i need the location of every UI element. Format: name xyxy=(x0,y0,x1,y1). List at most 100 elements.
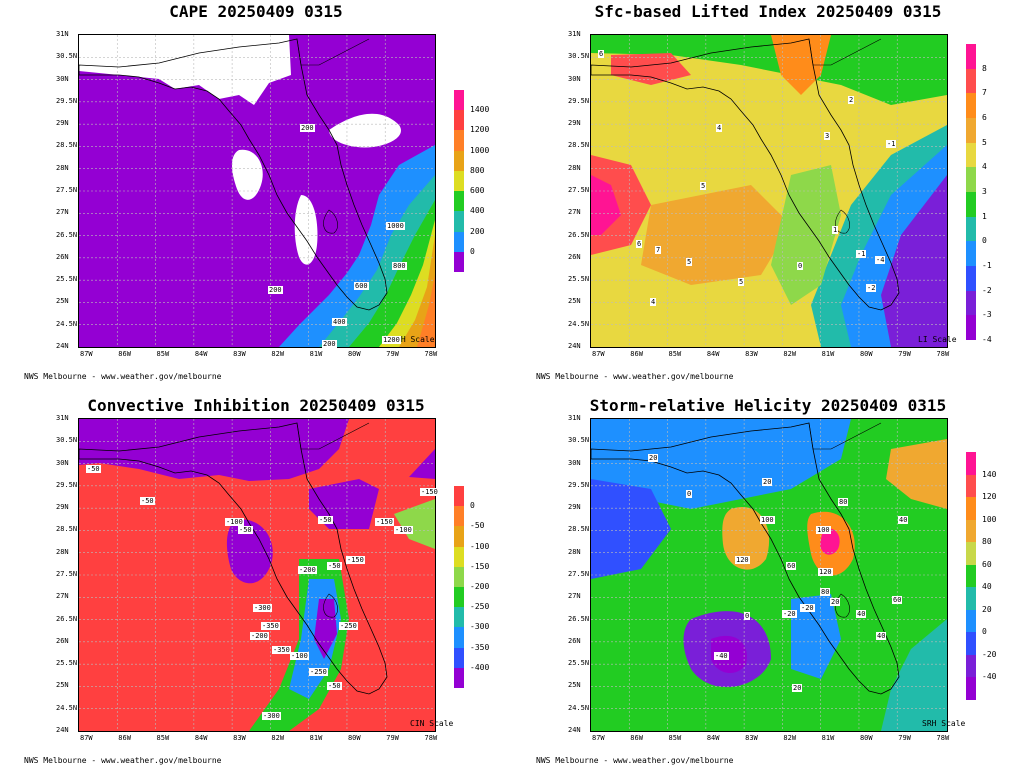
contour-label: 1 xyxy=(832,226,839,234)
longitude-tick-label: 84W xyxy=(194,350,208,358)
contour-label: 40 xyxy=(876,632,887,640)
contour-label: 120 xyxy=(818,568,833,576)
colorbar-label: 0 xyxy=(982,627,987,637)
latitude-tick-label: 27.5N xyxy=(568,186,590,194)
longitude-tick-label: 80W xyxy=(347,734,361,742)
colorbar-swatch xyxy=(454,150,464,171)
colorbar-swatch xyxy=(454,90,464,111)
latitude-tick-label: 29N xyxy=(568,503,581,512)
srh-colorbar xyxy=(966,452,976,700)
colorbar-swatch xyxy=(966,93,976,118)
latitude-tick-label: 29.5N xyxy=(56,480,78,489)
longitude-tick-label: 84W xyxy=(706,350,720,358)
colorbar-swatch xyxy=(966,290,976,316)
colorbar-swatch xyxy=(454,627,464,648)
credit-text: NWS Melbourne - www.weather.gov/melbourn… xyxy=(536,372,734,381)
longitude-tick-label: 80W xyxy=(859,734,873,742)
longitude-tick-label: 87W xyxy=(80,350,93,358)
colorbar-label: 120 xyxy=(982,492,997,502)
contour-label: -50 xyxy=(318,516,333,524)
contour-label: 4 xyxy=(650,298,657,306)
contour-label: 7 xyxy=(655,246,662,254)
latitude-tick-label: 28N xyxy=(568,547,581,556)
colorbar-label: 20 xyxy=(982,604,992,614)
colorbar-label: -400 xyxy=(470,662,490,672)
longitude-tick-label: 82W xyxy=(271,350,285,358)
cin-colorbar xyxy=(454,486,464,688)
contour-label: -150 xyxy=(346,556,365,564)
contour-label: -1 xyxy=(886,140,897,148)
colorbar-swatch xyxy=(454,191,464,212)
longitude-tick-label: 87W xyxy=(592,350,605,358)
colorbar-label: -100 xyxy=(470,541,490,551)
colorbar-swatch xyxy=(966,142,976,168)
colorbar-swatch xyxy=(454,170,464,192)
latitude-tick-label: 24.5N xyxy=(56,703,78,712)
latitude-tick-label: 31N xyxy=(56,414,69,422)
contour-label: 5 xyxy=(700,182,707,190)
contour-label: 20 xyxy=(792,684,803,692)
colorbar-swatch xyxy=(966,68,976,94)
colorbar-label: 6 xyxy=(982,113,987,122)
li-map xyxy=(590,34,948,348)
contour-label: 20 xyxy=(830,598,841,606)
longitude-tick-label: 80W xyxy=(347,350,361,358)
latitude-tick-label: 29N xyxy=(56,119,69,128)
colorbar-swatch xyxy=(454,110,464,131)
colorbar-label: -4 xyxy=(982,335,992,344)
latitude-tick-label: 25.5N xyxy=(568,659,590,668)
colorbar-label: 80 xyxy=(982,537,992,547)
colorbar-swatch xyxy=(454,211,464,232)
latitude-tick-label: 29.5N xyxy=(568,480,590,489)
panel-title: CAPE 20250409 0315 xyxy=(169,2,343,21)
latitude-tick-label: 25N xyxy=(56,297,69,306)
contour-label: 60 xyxy=(892,596,903,604)
map-canvas xyxy=(79,419,435,731)
contour-label: 80 xyxy=(820,588,831,596)
longitude-tick-label: 86W xyxy=(118,734,131,742)
colorbar-swatch xyxy=(966,519,976,543)
colorbar-swatch xyxy=(454,647,464,668)
latitude-tick-label: 27.5N xyxy=(568,570,590,578)
contour-label: -250 xyxy=(339,622,358,630)
latitude-tick-label: 24N xyxy=(568,726,581,734)
contour-label: -20 xyxy=(800,604,815,612)
contour-label: 20 xyxy=(762,478,773,486)
colorbar-label: 1000 xyxy=(470,145,490,155)
colorbar-swatch xyxy=(454,566,464,587)
longitude-tick-label: 78W xyxy=(424,734,438,742)
longitude-tick-label: 79W xyxy=(898,734,911,742)
contour-label: 60 xyxy=(786,562,797,570)
scale-label: CIN Scale xyxy=(410,719,454,728)
latitude-tick-label: 25.5N xyxy=(56,659,78,668)
longitude-tick-label: 83W xyxy=(745,734,758,742)
longitude-tick-label: 85W xyxy=(156,734,170,742)
latitude-tick-label: 30.5N xyxy=(568,52,590,61)
contour-label: -50 xyxy=(140,497,155,505)
longitude-tick-label: 83W xyxy=(233,734,246,742)
latitude-tick-label: 26N xyxy=(56,636,69,645)
latitude-tick-label: 30N xyxy=(568,74,581,83)
colorbar-swatch xyxy=(454,231,464,252)
latitude-tick-label: 28.5N xyxy=(56,141,78,150)
longitude-tick-label: 79W xyxy=(898,350,911,358)
colorbar-label: 60 xyxy=(982,559,992,569)
colorbar-label: 100 xyxy=(982,514,997,524)
latitude-tick-label: 28N xyxy=(56,547,69,556)
latitude-tick-label: 28.5N xyxy=(56,525,78,534)
colorbar-swatch xyxy=(966,216,976,242)
contour-label: -300 xyxy=(262,712,281,720)
contour-label: 200 xyxy=(300,124,315,132)
contour-label: -150 xyxy=(375,518,394,526)
contour-label: -50 xyxy=(327,682,342,690)
longitude-tick-label: 81W xyxy=(309,734,323,742)
latitude-tick-label: 24N xyxy=(568,342,581,350)
latitude-tick-label: 27.5N xyxy=(56,186,78,194)
colorbar-swatch xyxy=(454,486,464,507)
colorbar-label: 0 xyxy=(470,501,475,511)
latitude-tick-label: 24.5N xyxy=(56,319,78,328)
contour-label: -300 xyxy=(253,604,272,612)
contour-label: 40 xyxy=(898,516,909,524)
latitude-tick-label: 30N xyxy=(56,74,69,83)
contour-label: -100 xyxy=(394,526,413,534)
